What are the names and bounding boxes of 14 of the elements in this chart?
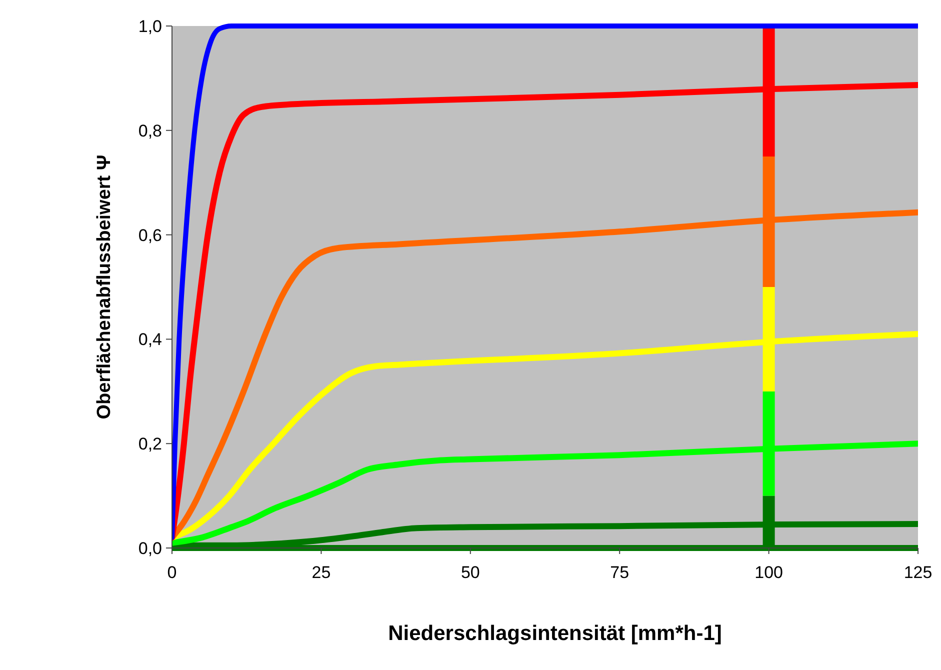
y-tick-label: 0,6 (138, 226, 162, 245)
y-tick-label: 0,8 (138, 121, 162, 140)
x-tick-label: 25 (312, 563, 331, 582)
y-tick-label: 0,0 (138, 538, 162, 558)
x-axis-title: Niederschlagsintensität [mm*h-1] (388, 622, 722, 645)
x-tick-label: 50 (460, 563, 480, 582)
y-tick-label: 0,2 (138, 434, 162, 454)
x-tick-label: 125 (904, 563, 932, 582)
x-tick-label: 75 (610, 563, 630, 582)
y-axis-title: Oberflächenabflussbeiwert Ψ (94, 154, 115, 420)
y-tick-label: 0,4 (138, 330, 162, 350)
x-tick-label: 100 (754, 563, 783, 582)
y-tick-label: 1,0 (138, 16, 162, 36)
x-tick-label: 0 (167, 563, 177, 582)
